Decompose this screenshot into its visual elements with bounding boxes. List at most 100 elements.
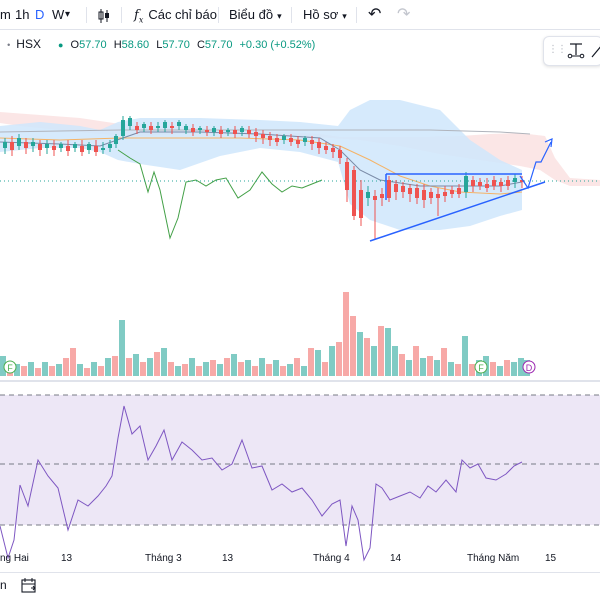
candle xyxy=(464,172,468,198)
volume-bar xyxy=(210,360,216,376)
volume-bar xyxy=(77,364,83,376)
timeframe-minutes[interactable]: m xyxy=(0,7,11,22)
volume-bar xyxy=(35,368,41,376)
text-tool-icon[interactable] xyxy=(566,40,586,65)
volume-bar xyxy=(126,358,132,376)
projection-arrow xyxy=(519,141,552,190)
volume-bar xyxy=(182,364,188,376)
volume-bar xyxy=(189,358,195,376)
volume-bar xyxy=(420,358,426,376)
volume-bar xyxy=(427,356,433,376)
toolbar-divider xyxy=(356,7,357,23)
low-key: L xyxy=(156,39,163,51)
candle xyxy=(310,136,314,150)
volume-bar xyxy=(504,360,510,376)
candle xyxy=(422,184,426,208)
candle xyxy=(366,186,370,206)
profile-button[interactable]: Hồ sơ ▾ xyxy=(303,0,347,30)
candle xyxy=(38,140,42,156)
event-marker-f-left[interactable]: F xyxy=(3,360,17,374)
volume-bar xyxy=(455,364,461,376)
candle xyxy=(114,134,118,148)
volume-bar xyxy=(350,316,356,376)
volume-bar xyxy=(217,364,223,376)
trend-line-tool-icon[interactable] xyxy=(590,40,600,65)
change-value: +0.30 (+0.52%) xyxy=(239,39,316,51)
event-marker-d[interactable]: D xyxy=(522,360,536,374)
redo-icon[interactable]: ↷ xyxy=(397,6,411,23)
legend-dot-icon: ● xyxy=(58,40,64,50)
range-icon[interactable]: n xyxy=(0,578,7,592)
volume-bar xyxy=(168,362,174,376)
candle xyxy=(275,134,279,146)
x-axis-label: 14 xyxy=(390,553,402,564)
candle xyxy=(387,176,391,202)
volume-bar xyxy=(154,352,160,376)
drag-handle-icon[interactable]: ⋮⋮ xyxy=(548,44,567,55)
candle xyxy=(233,126,237,138)
rsi-pane xyxy=(0,394,600,562)
x-axis-label: 13 xyxy=(222,553,234,564)
volume-bar xyxy=(112,356,118,376)
toolbar-divider xyxy=(86,7,87,23)
candle xyxy=(485,178,489,192)
volume-bar xyxy=(434,360,440,376)
volume-bar xyxy=(259,358,265,376)
candle xyxy=(443,186,447,202)
volume-bar xyxy=(203,362,209,376)
timeframe-dropdown-chevron-icon[interactable]: ▾ xyxy=(65,9,71,20)
candle xyxy=(324,142,328,154)
open-value: 57.70 xyxy=(79,39,107,51)
bollinger-band-fill xyxy=(0,100,522,230)
chevron-down-icon: ▾ xyxy=(342,11,347,21)
symbol-legend: • HSX ● O57.70 H58.60 L57.70 C57.70 +0.3… xyxy=(0,37,319,53)
volume-bar xyxy=(322,362,328,376)
timeframe-1h[interactable]: 1h xyxy=(15,7,30,22)
event-marker-f-right[interactable]: F xyxy=(474,360,488,374)
volume-bar xyxy=(105,358,111,376)
timeframe-week[interactable]: W xyxy=(52,7,65,22)
chart-type-button[interactable]: Biểu đồ ▾ xyxy=(229,0,282,30)
candle xyxy=(135,122,139,134)
volume-bar xyxy=(63,358,69,376)
volume-bar xyxy=(273,360,279,376)
candle xyxy=(10,136,14,156)
candle xyxy=(31,138,35,152)
timeframe-day[interactable]: D xyxy=(35,7,45,22)
legend-collapse-icon[interactable]: • xyxy=(7,40,11,50)
undo-icon[interactable]: ↶ xyxy=(368,6,382,23)
candle xyxy=(471,176,475,192)
candle xyxy=(52,140,56,156)
rsi-band-fill xyxy=(0,395,600,525)
candle xyxy=(94,140,98,156)
date-range-calendar-icon[interactable] xyxy=(20,577,38,600)
volume-bar xyxy=(0,356,6,376)
candle xyxy=(73,142,77,152)
volume-bar xyxy=(28,362,34,376)
exchange-label: HSX xyxy=(16,37,41,51)
candle xyxy=(373,190,377,240)
volume-bar xyxy=(378,326,384,376)
candles-icon[interactable] xyxy=(97,0,111,30)
candles-group xyxy=(3,116,524,240)
candle xyxy=(338,146,342,164)
indicators-button[interactable]: fx Các chỉ báo xyxy=(134,0,217,30)
volume-bar xyxy=(392,346,398,376)
candle xyxy=(415,184,419,204)
volume-bar xyxy=(308,348,314,376)
candle xyxy=(359,180,363,226)
volume-bar xyxy=(266,364,272,376)
kijun-line xyxy=(0,129,531,135)
low-value: 57.70 xyxy=(162,39,190,51)
candle xyxy=(513,174,517,188)
ascending-triangle-drawing[interactable] xyxy=(369,138,553,242)
chart-canvas[interactable]: F F D xyxy=(0,30,600,572)
candle xyxy=(87,142,91,154)
candle xyxy=(457,184,461,198)
profile-label: Hồ sơ xyxy=(303,7,339,22)
lagging-span-line xyxy=(117,149,323,240)
volume-bar xyxy=(119,320,125,376)
close-value: 57.70 xyxy=(204,39,233,51)
candle xyxy=(149,122,153,134)
volume-bar xyxy=(385,328,391,376)
